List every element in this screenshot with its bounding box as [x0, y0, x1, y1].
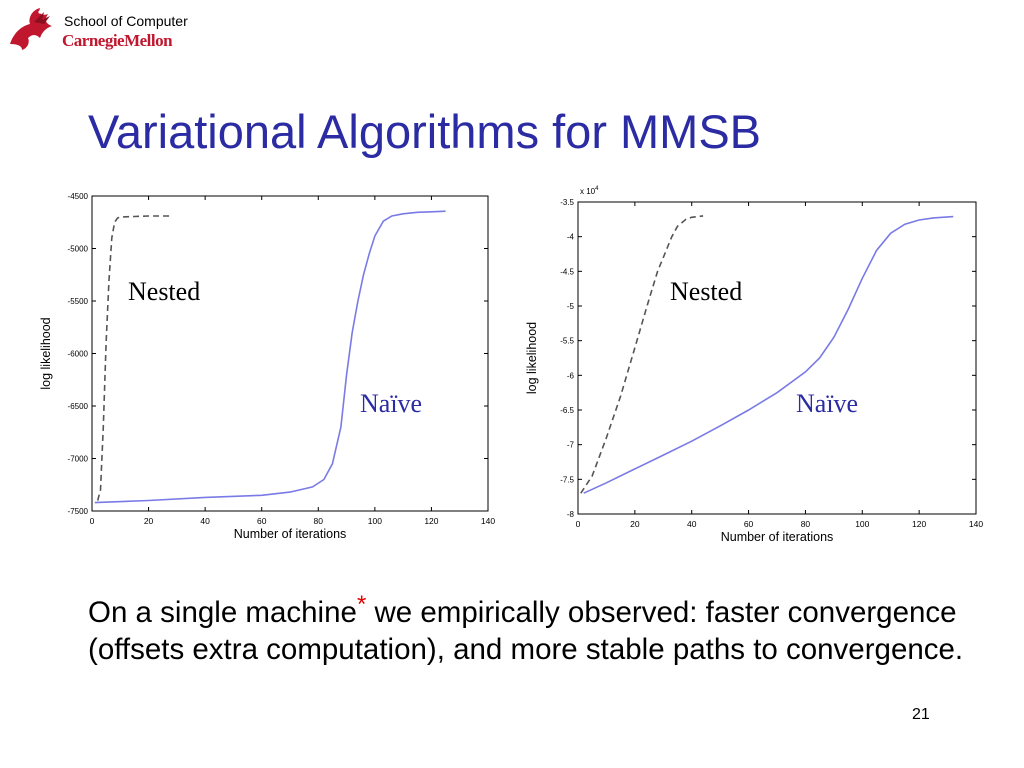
x-tick-label: 120	[912, 519, 926, 529]
x-tick-label: 40	[200, 516, 210, 526]
x-tick-label: 20	[630, 519, 640, 529]
y-tick-label: -6.5	[560, 406, 574, 415]
chart-right-svg: 0 20 40 60 80 100 120 140 -3.5 -4 -4.5 -5 -5.5 -6 -6.5…	[525, 186, 983, 544]
y-tick-label: -7	[567, 441, 575, 450]
y-tick-label: -6500	[68, 402, 89, 411]
y-tick-label: -5500	[68, 297, 89, 306]
annotation-nested: Nested	[128, 277, 200, 306]
y-tick-label: -5000	[68, 245, 89, 254]
x-axis-label: Number of iterations	[234, 527, 347, 541]
annotation-naive: Naïve	[360, 389, 422, 418]
slide-title: Variational Algorithms for MMSB	[88, 105, 762, 158]
x-tick-label: 100	[368, 516, 382, 526]
x-tick-label: 40	[687, 519, 697, 529]
x-tick-label: 0	[576, 519, 581, 529]
y-tick-label: -7500	[68, 507, 89, 516]
series-line-naive	[583, 215, 954, 494]
y-axis-label: log likelihood	[525, 322, 539, 394]
x-tick-label: 60	[257, 516, 267, 526]
body-text-rest: we empirically observed: faster converge…	[88, 596, 964, 666]
y-tick-label: -6	[567, 371, 575, 380]
y-tick-label: -7.5	[560, 475, 574, 484]
y-tick-label: -4	[567, 233, 575, 242]
x-tick-label: 80	[314, 516, 324, 526]
x-tick-label: 120	[424, 516, 438, 526]
annotation-naive: Naïve	[796, 389, 858, 418]
page-number: 21	[912, 706, 930, 723]
y-tick-label: -5	[567, 302, 575, 311]
x-tick-label: 140	[481, 516, 495, 526]
x-tick-label: 20	[144, 516, 154, 526]
x-tick-label: 140	[969, 519, 983, 529]
university-logotype: CarnegieMellon	[62, 31, 173, 50]
chart-left-svg: 0 20 40 60 80 100 120 140 -4500 -5000 -5500 -6000 -6…	[39, 192, 495, 541]
y-tick-label: -4500	[68, 192, 89, 201]
y-tick-label: -6000	[68, 350, 89, 359]
annotation-nested: Nested	[670, 277, 742, 306]
x-axis-label: Number of iterations	[721, 530, 834, 544]
body-text-start: On a single machine	[88, 596, 357, 629]
logo-block: School of Computer CarnegieMellon	[0, 0, 230, 64]
school-name-line: School of Computer	[64, 13, 188, 29]
plot-frame	[91, 195, 489, 512]
body-text: On a single machine* we empirically obse…	[88, 586, 968, 668]
chart-right: 0 20 40 60 80 100 120 140 -3.5 -4 -4.5 -5 -5.5 -6 -6.5…	[518, 178, 984, 550]
x-tick-label: 0	[90, 516, 95, 526]
griffin-logo-icon	[10, 8, 52, 50]
y-axis-label: log likelihood	[39, 317, 53, 389]
series-line-nested	[96, 215, 172, 501]
y-axis-exponent: x 104	[580, 186, 599, 196]
x-tick-label: 80	[801, 519, 811, 529]
y-tick-label: -5.5	[560, 337, 574, 346]
x-tick-label: 60	[744, 519, 754, 529]
y-tick-label: -8	[567, 510, 575, 519]
chart-left: 0 20 40 60 80 100 120 140 -4500 -5000 -5500 -6000 -6…	[30, 186, 510, 546]
series-line-nested	[580, 215, 704, 494]
y-tick-label: -3.5	[560, 198, 574, 207]
y-tick-label: -7000	[68, 455, 89, 464]
y-tick-label: -4.5	[560, 267, 574, 276]
series-line-naive	[94, 210, 446, 504]
x-tick-label: 100	[855, 519, 869, 529]
plot-frame	[577, 201, 977, 515]
footnote-asterisk: *	[356, 591, 367, 618]
